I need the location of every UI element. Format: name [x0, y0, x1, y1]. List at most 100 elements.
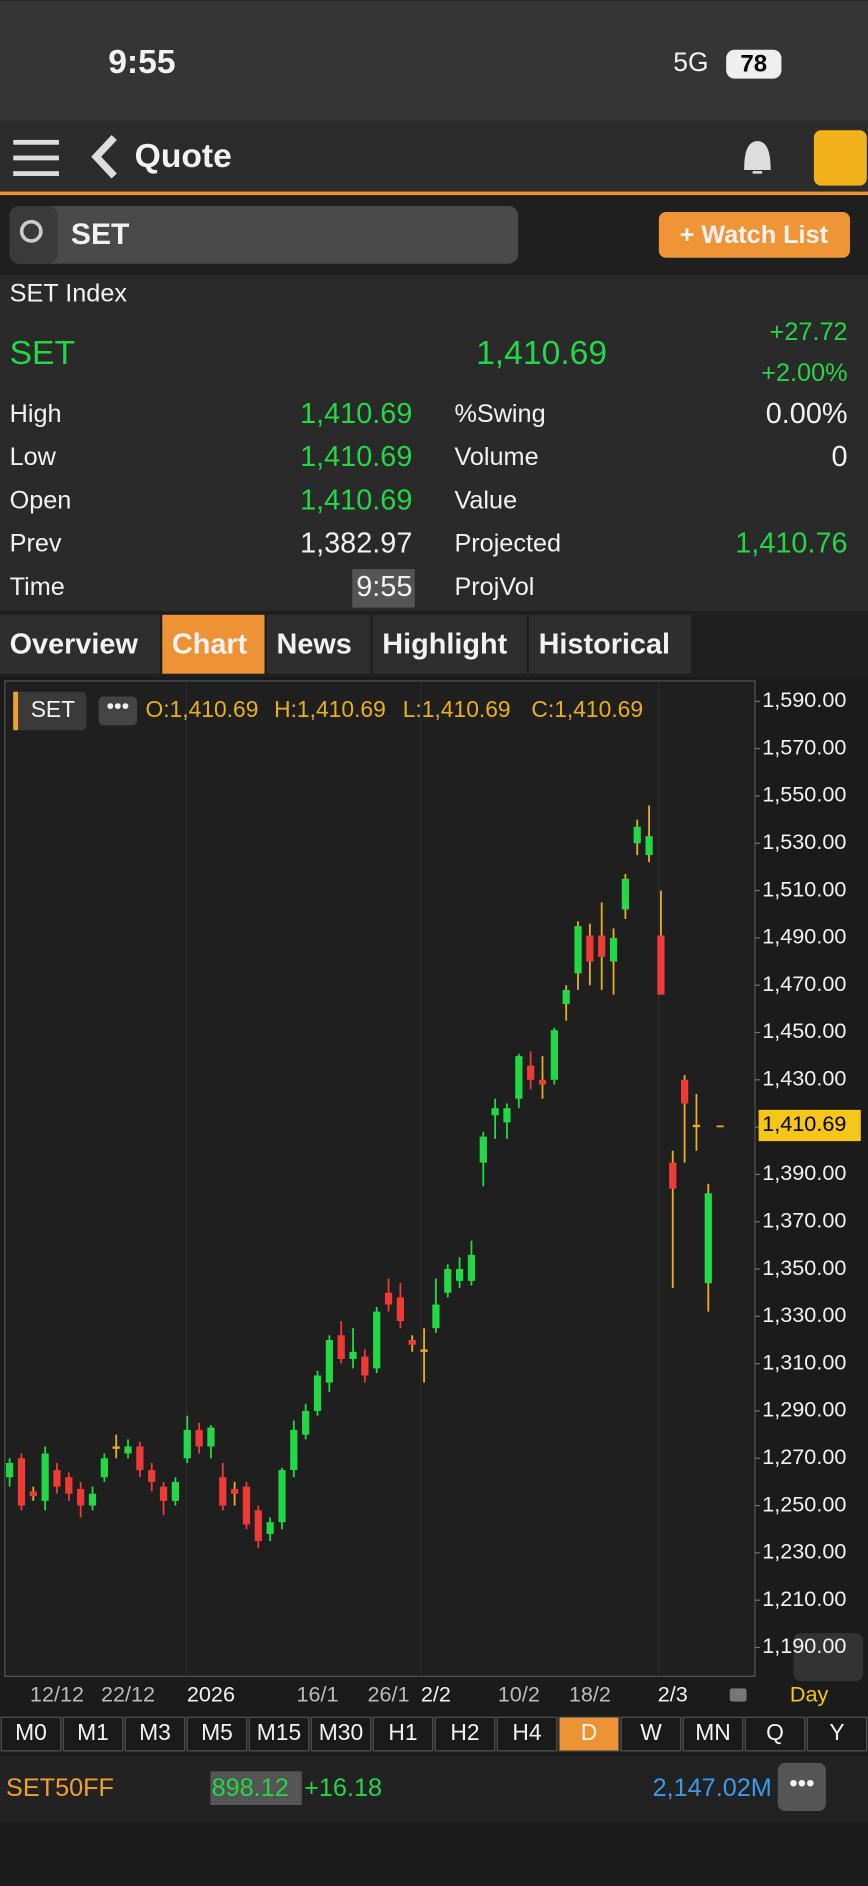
stat-label: Projected [454, 530, 561, 558]
bell-icon[interactable] [744, 141, 771, 174]
tab-label[interactable]: Chart [172, 629, 248, 661]
candle-body [337, 1335, 345, 1359]
candle-body [609, 937, 618, 962]
timeframe-label[interactable]: D [581, 1719, 598, 1745]
timeframe-button[interactable] [186, 1716, 248, 1752]
watch-list-label[interactable]: + Watch List [680, 221, 829, 249]
timeframe-label[interactable]: Y [829, 1719, 844, 1745]
expand-button[interactable] [793, 1633, 864, 1682]
menu-icon[interactable] [13, 139, 59, 176]
stat-value: 1,382.97 [300, 528, 412, 560]
candle-body [278, 1470, 286, 1523]
time-highlight [352, 569, 415, 608]
candle-body [680, 1079, 689, 1104]
timeframe-button[interactable] [744, 1716, 806, 1752]
tab[interactable] [528, 614, 692, 674]
candle-body [503, 1108, 511, 1123]
timeframe-label[interactable]: Q [766, 1719, 784, 1745]
stat-label: High [10, 400, 62, 428]
stat-value: 1,410.69 [300, 398, 412, 430]
x-tick-label: 12/12 [30, 1681, 84, 1706]
candle-body [17, 1458, 26, 1506]
candle-body [195, 1429, 203, 1447]
timeframe-button[interactable] [62, 1716, 124, 1752]
candle-body [361, 1356, 369, 1376]
ohlc-legend: H:1,410.69 [274, 696, 386, 722]
timeframe-label[interactable]: H2 [450, 1719, 479, 1745]
timeframe-label[interactable]: M5 [201, 1719, 233, 1745]
timeframe-label[interactable]: M1 [77, 1719, 109, 1745]
candle-body [148, 1470, 156, 1482]
timeframe-button[interactable] [248, 1716, 310, 1752]
timeframe-button[interactable] [372, 1716, 434, 1752]
tab-label[interactable]: Overview [10, 629, 139, 661]
stat-value: 0.00% [766, 398, 848, 430]
header-title: Quote [135, 138, 232, 175]
timeframe-button[interactable] [558, 1716, 620, 1752]
y-tick-label: 1,390.00 [762, 1160, 846, 1185]
timeframe-label[interactable]: MN [695, 1719, 731, 1745]
y-tick-label: 1,490.00 [762, 924, 846, 949]
timeframe-label[interactable]: M15 [257, 1719, 301, 1745]
stat-label: Value [454, 486, 517, 514]
y-tick-label: 1,310.00 [762, 1349, 846, 1374]
header-bar [0, 120, 868, 193]
timeframe-label[interactable]: M3 [139, 1719, 171, 1745]
tab[interactable] [0, 614, 160, 674]
candle-body [53, 1470, 61, 1487]
last-price-box [758, 1109, 861, 1142]
timeframe-label[interactable]: M0 [15, 1719, 47, 1745]
ticker-menu[interactable] [777, 1762, 826, 1811]
candle-body [65, 1477, 73, 1494]
app-logo[interactable] [813, 130, 867, 186]
y-tick-label: 1,510.00 [762, 876, 846, 901]
y-tick-label: 1,450.00 [762, 1018, 846, 1043]
timeframe-label[interactable]: H1 [388, 1719, 417, 1745]
legend-menu[interactable] [98, 696, 138, 726]
tab-label[interactable]: Highlight [382, 629, 507, 661]
candle-body [266, 1522, 274, 1534]
tab[interactable] [372, 614, 527, 674]
back-icon[interactable] [91, 135, 117, 179]
timeframe-button[interactable] [620, 1716, 682, 1752]
timeframe-button[interactable] [0, 1716, 62, 1752]
candle-body [254, 1510, 262, 1542]
timeframe-button[interactable] [434, 1716, 496, 1752]
stat-label: Time [10, 573, 65, 601]
ticker-menu-dots[interactable]: ••• [789, 1770, 814, 1797]
tab-label[interactable]: News [277, 629, 352, 661]
x-tick-label: 2/3 [658, 1681, 688, 1706]
timeframe-label[interactable]: M30 [319, 1719, 363, 1745]
candle-body [621, 878, 629, 910]
timeframe-button[interactable] [124, 1716, 186, 1752]
quote-panel [0, 274, 868, 612]
candle-body [444, 1269, 452, 1293]
candle-body [456, 1269, 464, 1281]
watch-list-button[interactable] [658, 212, 850, 258]
search-query[interactable]: SET [71, 218, 130, 251]
candle-body [692, 1124, 701, 1128]
x-tick-label: 16/1 [296, 1681, 338, 1706]
tab[interactable] [266, 614, 371, 674]
timeframe-button[interactable] [496, 1716, 558, 1752]
y-tick-label: 1,470.00 [762, 971, 846, 996]
stat-label: %Swing [454, 400, 545, 428]
timeframe-button[interactable] [310, 1716, 372, 1752]
candle-body [527, 1065, 535, 1080]
tab[interactable] [162, 614, 265, 674]
tab-label[interactable]: Historical [539, 629, 670, 661]
candle-body [219, 1477, 227, 1506]
search-box[interactable] [9, 206, 519, 264]
y-tick-label: 1,570.00 [762, 734, 846, 759]
timeframe-label[interactable]: H4 [512, 1719, 541, 1745]
candle-body [396, 1297, 405, 1322]
timeframe-button[interactable] [682, 1716, 744, 1752]
timeframe-button[interactable] [806, 1716, 868, 1752]
quote-change: +27.72 [770, 318, 848, 346]
y-tick-label: 1,230.00 [762, 1539, 846, 1564]
candle-body [550, 1030, 558, 1080]
stat-value: 0 [832, 441, 848, 473]
timeframe-label[interactable]: W [640, 1719, 662, 1745]
candle-body [207, 1427, 215, 1447]
quote-change-pct: +2.00% [761, 359, 847, 387]
